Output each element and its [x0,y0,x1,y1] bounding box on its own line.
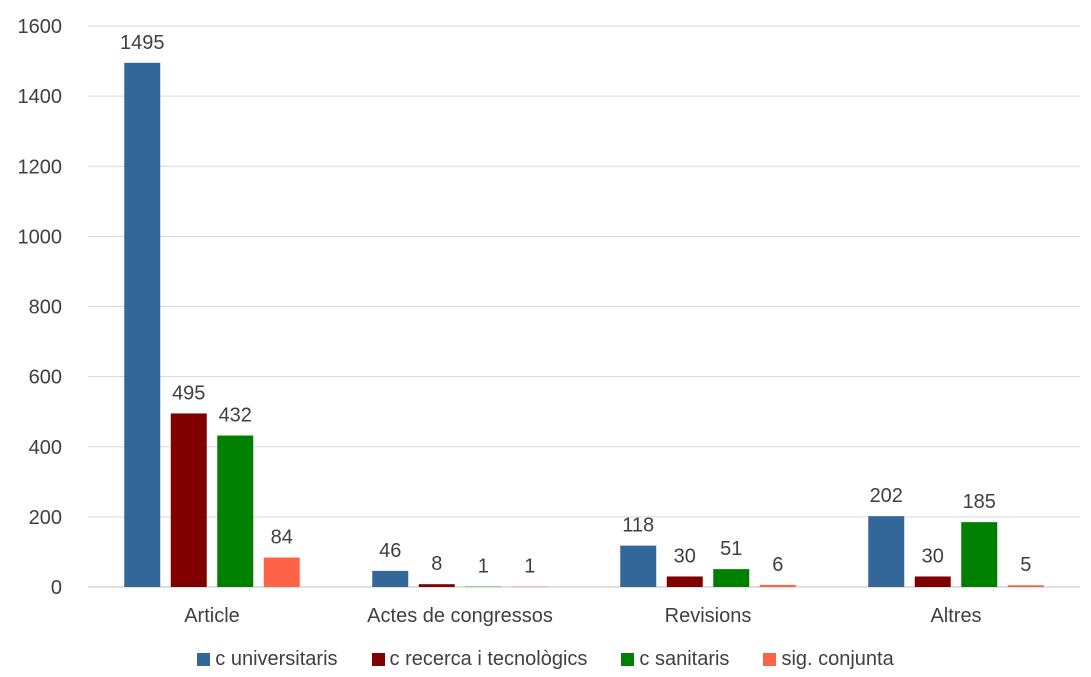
y-tick-label: 600 [29,367,62,389]
bar [713,569,750,587]
legend-label: c recerca i tecnològics [389,648,588,670]
data-label: 51 [720,538,742,560]
bar [620,545,657,587]
y-tick-label: 400 [29,437,62,459]
x-tick-label: Revisions [665,605,752,627]
data-label: 1 [524,556,535,578]
bar [372,570,409,587]
legend-label: c universitaris [215,648,338,670]
data-label: 30 [922,545,944,567]
data-label: 46 [379,540,401,562]
legend-swatch [621,653,635,666]
legend-swatch [763,653,777,666]
bar [868,516,905,587]
data-label: 84 [271,527,293,549]
y-tick-label: 1000 [18,226,63,248]
bar [124,62,161,588]
legend-label: c sanitaris [639,648,730,670]
data-label: 185 [963,491,996,513]
x-tick-label: Altres [930,605,981,627]
bar [1007,585,1044,587]
data-label: 8 [431,553,442,575]
y-tick-label: 1400 [18,86,63,108]
legend-swatch [371,653,385,666]
x-tick-label: Article [184,605,240,627]
legend-item: c universitaris [197,648,338,671]
bar [961,522,998,587]
legend-item: c recerca i tecnològics [371,648,588,671]
y-tick-label: 800 [29,297,62,319]
data-label: 30 [674,545,696,567]
legend-label: sig. conjunta [781,648,894,670]
data-label: 432 [219,405,252,427]
data-label: 1 [478,556,489,578]
data-label: 495 [172,382,205,404]
bar [418,584,455,587]
data-label: 202 [870,485,903,507]
data-label: 5 [1020,554,1031,576]
x-tick-label: Actes de congressos [367,605,553,627]
bar [666,576,703,587]
bar [914,576,951,587]
bar [217,435,254,587]
chart-plot: 0 200 400 600 800 1000 1200 1400 1600 1495 495 432 8… [18,16,1080,627]
y-tick-label: 200 [29,507,62,529]
data-label: 118 [622,515,654,537]
data-label: 6 [772,554,783,576]
y-tick-label: 0 [51,577,62,599]
legend: c universitaris c recerca i tecnològics c … [0,648,1091,671]
y-tick-label: 1200 [18,156,63,178]
bar [263,557,300,587]
data-label: 1495 [120,32,165,54]
bar [170,413,207,587]
legend-swatch [197,653,211,666]
bar [759,584,796,587]
y-tick-label: 1600 [18,16,63,38]
legend-item: c sanitaris [621,648,729,671]
legend-item: sig. conjunta [763,648,894,671]
